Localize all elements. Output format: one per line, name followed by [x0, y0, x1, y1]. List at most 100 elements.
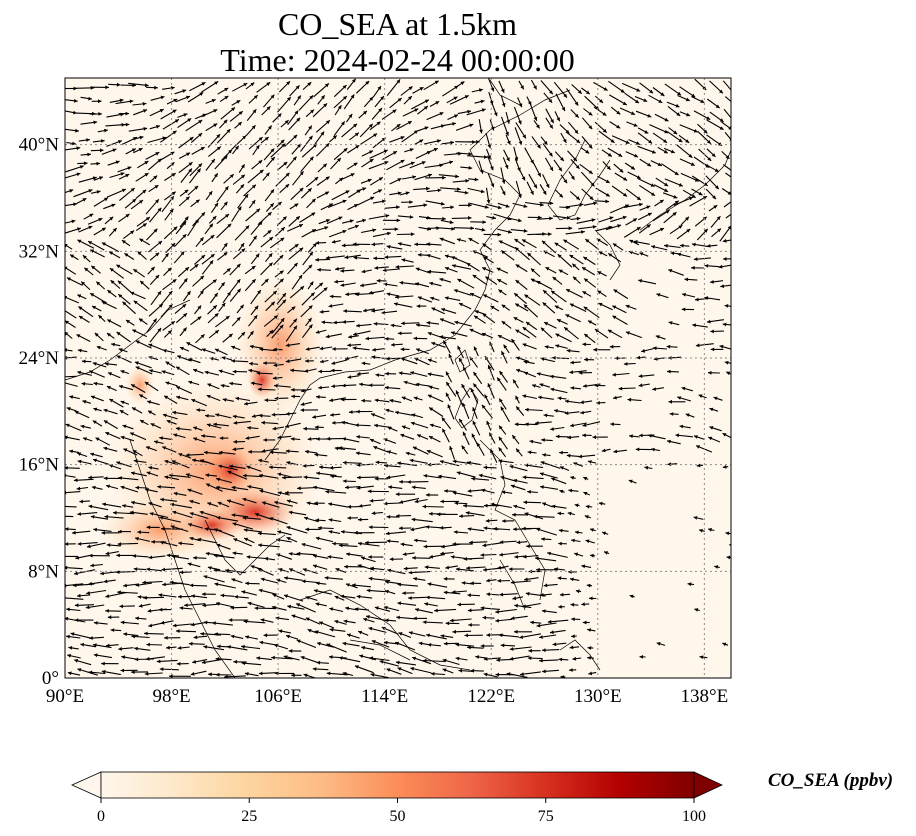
- wind-vector-head: [570, 386, 575, 390]
- wind-vector-head: [451, 256, 456, 260]
- wind-vector-head: [487, 155, 491, 160]
- wind-vector-head: [187, 562, 192, 567]
- wind-vector-head: [193, 426, 198, 431]
- wind-vector-head: [87, 152, 91, 157]
- wind-vector-head: [371, 511, 376, 516]
- wind-vector-head: [458, 668, 463, 673]
- wind-vector-head: [457, 345, 461, 350]
- wind-vector-head: [89, 213, 94, 218]
- wind-vector-head: [353, 255, 358, 260]
- wind-vector-head: [74, 571, 78, 576]
- wind-vector-head: [449, 220, 454, 225]
- wind-vector-head: [517, 218, 522, 223]
- wind-vector-head: [255, 253, 260, 258]
- wind-vector-head: [635, 447, 640, 452]
- lat-tick-label: 32°N: [19, 241, 60, 262]
- wind-vector-head: [457, 279, 462, 283]
- lon-tick-label: 98°E: [152, 686, 190, 707]
- wind-vector-head: [282, 293, 286, 298]
- wind-vector-head: [301, 542, 306, 547]
- wind-vector-head: [354, 132, 359, 137]
- wind-vector-head: [215, 672, 220, 677]
- wind-vector-head: [400, 433, 405, 438]
- wind-vector-head: [515, 247, 519, 251]
- wind-vector-head: [182, 304, 187, 308]
- wind-vector-head: [214, 202, 218, 207]
- wind-vector-head: [257, 387, 262, 392]
- wind-vector-head: [339, 656, 343, 660]
- wind-vector-head: [258, 671, 263, 676]
- wind-vector-head: [485, 518, 490, 523]
- wind-vector-head: [513, 527, 517, 532]
- wind-vector-head: [137, 595, 142, 599]
- wind-vector-head: [691, 265, 695, 270]
- wind-vector-head: [657, 162, 662, 166]
- wind-vector-head: [589, 196, 594, 200]
- wind-vector-head: [268, 125, 272, 130]
- wind-vector-head: [231, 107, 235, 112]
- wind-vector-head: [230, 605, 234, 610]
- wind-vector-head: [625, 331, 630, 335]
- wind-vector-head: [497, 578, 501, 583]
- wind-vector-head: [189, 137, 194, 141]
- wind-vector-head: [288, 649, 293, 653]
- wind-vector-head: [205, 414, 209, 418]
- wind-vector-head: [723, 257, 727, 261]
- wind-vector-head: [672, 212, 677, 216]
- wind-vector-head: [394, 227, 399, 232]
- wind-vector-head: [245, 436, 250, 440]
- wind-vector-head: [454, 501, 459, 506]
- wind-vector-head: [182, 89, 187, 93]
- wind-vector-head: [414, 357, 419, 362]
- wind-vector-head: [532, 384, 536, 388]
- wind-vector-head: [104, 128, 108, 133]
- wind-vector-head: [383, 640, 388, 645]
- wind-vector-head: [221, 302, 226, 307]
- wind-vector-head: [522, 134, 526, 139]
- wind-vector-head: [361, 645, 366, 650]
- wind-vector-head: [159, 436, 163, 440]
- wind-vector-head: [427, 394, 432, 399]
- wind-vector-head: [308, 324, 313, 329]
- wind-vector-shaft: [434, 608, 457, 612]
- wind-vector-head: [422, 504, 426, 509]
- colorbar-extend-high: [693, 771, 723, 799]
- wind-vector-head: [524, 371, 528, 376]
- wind-vector-head: [397, 242, 402, 246]
- wind-vector-head: [107, 333, 111, 337]
- wind-vector-head: [148, 410, 152, 415]
- wind-vector-head: [677, 91, 682, 96]
- wind-vector-head: [483, 672, 488, 677]
- wind-vector-head: [465, 179, 469, 183]
- wind-vector-head: [533, 184, 537, 189]
- wind-vector-head: [313, 564, 317, 569]
- wind-vector-head: [207, 383, 212, 387]
- wind-vector-head: [518, 140, 523, 145]
- wind-vector-head: [125, 122, 130, 127]
- wind-vector-head: [399, 479, 403, 484]
- wind-vector-head: [345, 583, 350, 587]
- wind-vector-head: [179, 606, 184, 610]
- wind-vector-head: [281, 143, 286, 148]
- wind-vector-head: [513, 317, 518, 321]
- wind-vector-head: [425, 493, 430, 497]
- wind-vector-head: [456, 471, 461, 475]
- wind-vector-head: [506, 672, 511, 676]
- wind-vector-head: [423, 203, 428, 208]
- wind-vector-head: [316, 581, 320, 586]
- wind-vector-head: [73, 478, 78, 483]
- wind-vector-head: [354, 530, 358, 535]
- wind-vector-head: [439, 460, 444, 464]
- wind-vector-shaft: [422, 659, 445, 663]
- wind-vector-head: [145, 488, 149, 492]
- wind-vector-head: [153, 228, 158, 233]
- wind-vector-head: [324, 226, 329, 230]
- wind-vector-head: [321, 95, 325, 100]
- wind-vector-head: [184, 216, 189, 221]
- wind-vector-head: [308, 125, 312, 130]
- wind-vector-head: [196, 408, 200, 412]
- wind-vector-head: [402, 552, 407, 556]
- wind-vector-head: [304, 516, 308, 521]
- wind-vector-head: [527, 656, 532, 660]
- wind-vector-head: [171, 191, 176, 196]
